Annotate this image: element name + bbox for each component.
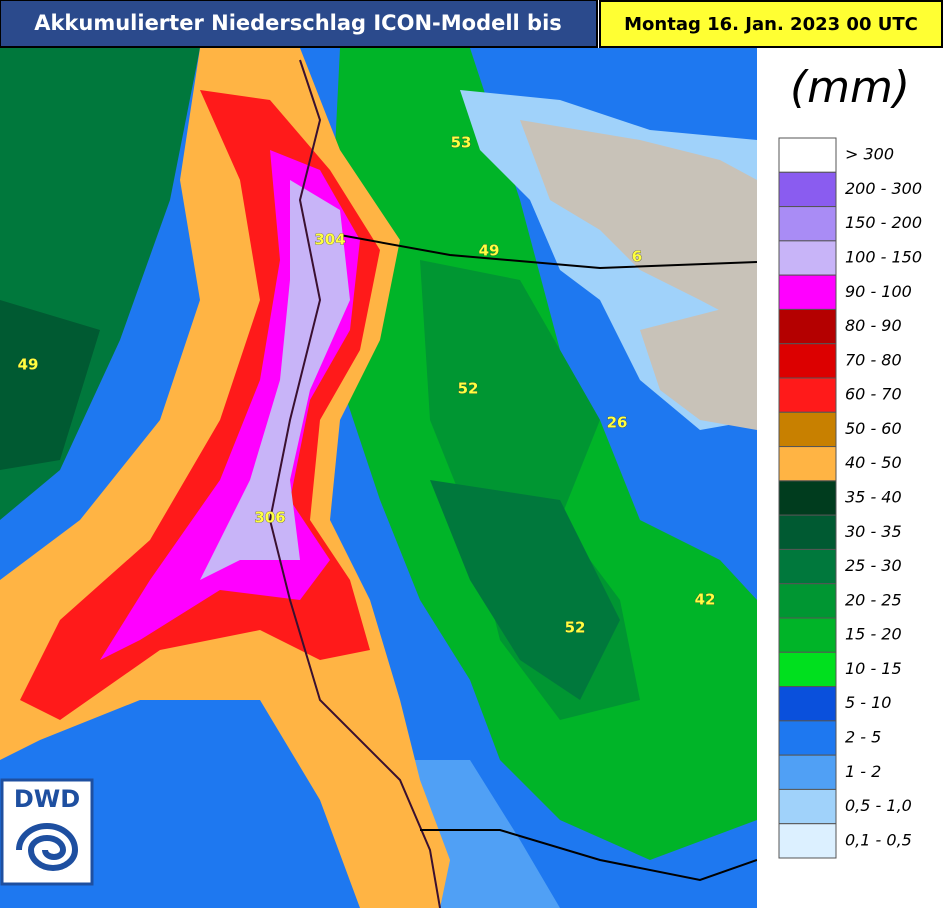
legend-swatch <box>778 617 837 653</box>
legend-swatch <box>778 651 837 688</box>
map-value-label: 49 <box>18 356 39 374</box>
coastline <box>268 59 441 908</box>
legend-swatch <box>778 823 837 859</box>
precip-area <box>200 180 350 580</box>
legend-swatch <box>778 377 837 413</box>
border <box>339 234 757 270</box>
legend-swatch <box>778 308 837 345</box>
legend-label: 35 - 40 <box>845 488 902 507</box>
date-box <box>599 0 943 48</box>
legend-label: 40 - 50 <box>845 453 902 472</box>
legend-label: 60 - 70 <box>845 385 902 404</box>
legend-label: 1 - 2 <box>845 762 881 781</box>
legend-swatch <box>778 171 837 208</box>
legend-label: > 300 <box>845 145 894 164</box>
legend-label: 30 - 35 <box>845 522 902 541</box>
legend-swatch <box>778 411 837 448</box>
legend-swatch <box>778 788 837 825</box>
legend-swatch <box>778 446 837 482</box>
title-bar <box>0 0 598 48</box>
legend-label: 5 - 10 <box>845 693 891 712</box>
legend: > 300 200 - 300 150 - 200 100 - 150 90 - 100… <box>778 137 922 859</box>
legend-label: 0,5 - 1,0 <box>845 796 912 815</box>
logo: DWD <box>0 778 94 886</box>
unit: (mm) <box>790 62 910 113</box>
legend-label: 80 - 90 <box>845 316 902 335</box>
map: 53 304 49 6 49 52 26 306 42 52 <box>0 48 757 908</box>
legend-swatch <box>778 548 837 585</box>
legend-swatch <box>778 754 837 790</box>
legend-label: 2 - 5 <box>845 728 881 747</box>
legend-label: 90 - 100 <box>845 282 912 301</box>
map-value-label: 6 <box>632 248 642 266</box>
legend-label: 100 - 150 <box>845 248 922 267</box>
legend-swatch <box>778 686 837 722</box>
legend-swatch <box>778 720 837 756</box>
map-value-label: 52 <box>458 380 479 398</box>
legend-label: 0,1 - 0,5 <box>845 830 912 849</box>
legend-label: 200 - 300 <box>845 179 922 198</box>
terrain <box>520 120 757 330</box>
legend-swatch <box>778 480 837 516</box>
legend-label: 20 - 25 <box>845 590 902 609</box>
legend-swatch <box>778 137 837 173</box>
map-value-label: 49 <box>479 242 500 260</box>
legend-label: 15 - 20 <box>845 625 902 644</box>
legend-label: 70 - 80 <box>845 350 902 369</box>
border <box>420 829 757 882</box>
map-value-label: 304 <box>314 231 345 249</box>
terrain <box>640 300 757 430</box>
map-value-label: 53 <box>451 134 472 152</box>
precip-area <box>0 300 100 470</box>
precip-area <box>430 480 620 700</box>
date: Montag 16. Jan. 2023 00 UTC <box>624 14 918 35</box>
legend-swatch <box>778 206 837 242</box>
legend-label: 10 - 15 <box>845 659 902 678</box>
legend-swatch <box>778 240 837 276</box>
legend-swatch <box>778 343 837 379</box>
legend-swatch <box>778 583 837 619</box>
legend-swatch <box>778 274 837 310</box>
legend-label: 25 - 30 <box>845 556 902 575</box>
legend-label: 50 - 60 <box>845 419 902 438</box>
legend-label: 150 - 200 <box>845 213 922 232</box>
map-value-label: 42 <box>695 591 716 609</box>
title: Akkumulierter Niederschlag ICON-Modell b… <box>34 11 562 35</box>
logo-text: DWD <box>14 785 80 813</box>
map-value-label: 26 <box>607 414 628 432</box>
logo-swirl <box>16 823 79 871</box>
legend-swatch <box>778 514 837 550</box>
map-value-label: 52 <box>565 619 586 637</box>
map-value-label: 306 <box>254 509 285 527</box>
